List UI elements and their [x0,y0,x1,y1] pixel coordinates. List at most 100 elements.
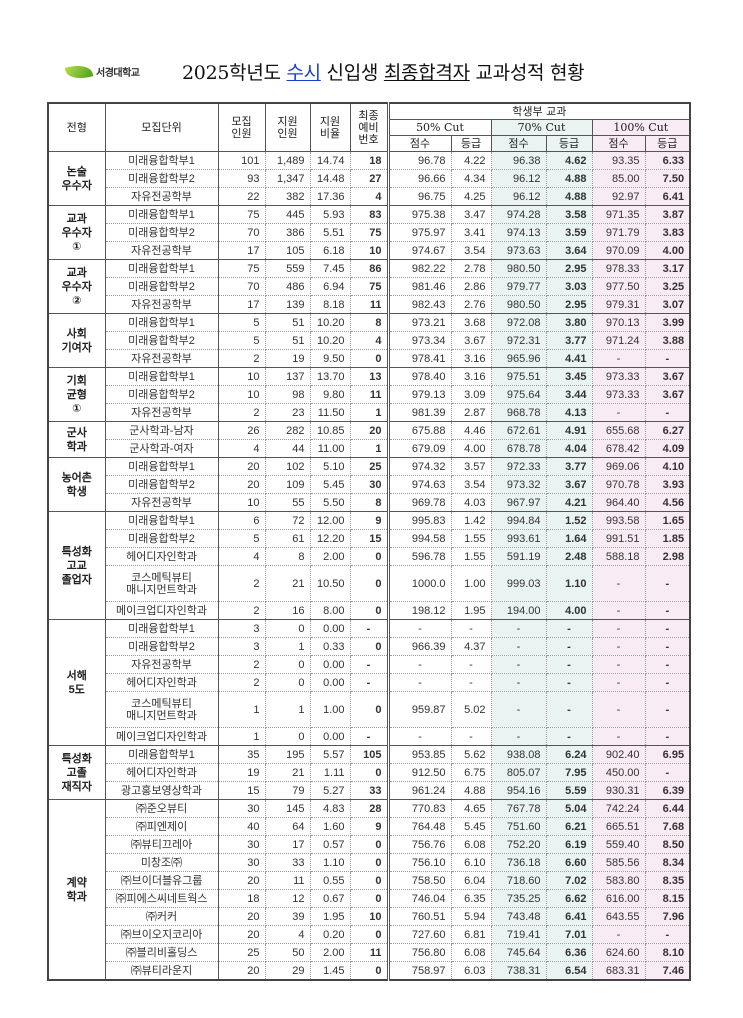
quota-cell: 40 [218,817,266,836]
cut100-score-cell: - [592,727,646,746]
cut100-grade-cell: - [645,403,691,422]
leaf-icon [64,61,94,82]
quota-cell: 20 [218,925,266,944]
quota-cell: 75 [218,259,266,278]
table-row: ㈜피에스씨네트웍스 18 12 0.67 0 746.04 6.35 735.25 6.62 61… [48,889,691,908]
waitlist-cell: 11 [350,943,390,962]
header-cut70: 70% Cut [490,119,593,136]
cut100-grade-cell: 3.25 [645,277,691,296]
cut100-grade-cell: - [645,763,691,782]
cut100-grade-cell: 7.96 [645,907,691,926]
quota-cell: 30 [218,799,266,818]
cut100-score-cell: 683.31 [592,961,646,981]
waitlist-cell: 75 [350,223,390,242]
applicants-cell: 21 [265,565,311,602]
cut100-score-cell: 979.31 [592,295,646,314]
table-row: 코스메틱뷰티 매니지먼트학과 2 21 10.50 0 1000.0 1.00 999.03 1… [48,565,691,602]
cut100-grade-cell: 2.98 [645,547,691,566]
cut100-score-cell: - [592,673,646,692]
cut100-grade-cell: 4.09 [645,439,691,458]
cut70-grade-cell: - [546,637,593,656]
cut70-grade-cell: 4.91 [546,421,593,440]
quota-cell: 1 [218,691,266,728]
quota-cell: 70 [218,277,266,296]
cut70-grade-cell: 6.24 [546,745,593,764]
admission-type: 군사 학과 [48,421,106,458]
admission-type: 서해 5도 [48,619,106,746]
waitlist-cell: - [350,619,390,638]
cut100-score-cell: 450.00 [592,763,646,782]
cut100-grade-cell: 6.44 [645,799,691,818]
unit-cell: 미창조㈜ [105,853,219,872]
cut50-score-cell: 596.78 [388,547,452,566]
ratio-cell: 14.48 [310,169,351,188]
cut50-grade-cell: 6.08 [451,835,492,854]
quota-cell: 18 [218,889,266,908]
cut70-score-cell: 973.63 [491,241,547,260]
unit-cell: 자유전공학부 [105,493,219,512]
cut100-score-cell: - [592,655,646,674]
applicants-cell: 486 [265,277,311,296]
applicants-cell: 282 [265,421,311,440]
unit-cell: 미래융합학부2 [105,529,219,548]
cut70-grade-cell: 1.52 [546,511,593,530]
cut70-grade-cell: 4.00 [546,601,593,620]
header-type: 전형 [47,102,106,152]
cut50-score-cell: 727.60 [388,925,452,944]
table-row: 자유전공학부 2 19 9.50 0 978.41 3.16 965.96 4.41- - [48,349,691,368]
cut50-grade-cell: 6.75 [451,763,492,782]
applicants-cell: 386 [265,223,311,242]
ratio-cell: 4.83 [310,799,351,818]
cut100-score-cell: 93.35 [592,151,646,170]
quota-cell: 5 [218,529,266,548]
cut100-grade-cell: 8.34 [645,853,691,872]
waitlist-cell: 0 [350,835,390,854]
cut100-grade-cell: - [645,619,691,638]
cut100-score-cell: 643.55 [592,907,646,926]
waitlist-cell: 13 [350,367,390,386]
header-cut50: 50% Cut [387,119,492,136]
applicants-cell: 72 [265,511,311,530]
cut50-grade-cell: 6.35 [451,889,492,908]
cut50-score-cell: 746.04 [388,889,452,908]
unit-cell: 미래융합학부2 [105,169,219,188]
applicants-cell: 1 [265,637,311,656]
cut50-score-cell: - [388,673,452,692]
logo-text: 서경대학교 [96,68,140,79]
cut50-score-cell: 973.34 [388,331,452,350]
cut100-score-cell: 585.56 [592,853,646,872]
cut50-grade-cell: 4.46 [451,421,492,440]
cut70-grade-cell: - [546,619,593,638]
header-score: 점수 [490,135,547,152]
cut100-score-cell: 559.40 [592,835,646,854]
cut50-score-cell: 975.38 [388,205,452,224]
table-row: 자유전공학부 22 382 17.36 4 96.75 4.25 96.12 4.88 92.97… [48,187,691,206]
cut70-score-cell: 994.84 [491,511,547,530]
cut50-grade-cell: 6.03 [451,961,492,981]
quota-cell: 2 [218,565,266,602]
unit-cell: 미래융합학부1 [105,367,219,386]
cut50-score-cell: 758.97 [388,961,452,981]
ratio-cell: 9.80 [310,385,351,404]
applicants-cell: 16 [265,601,311,620]
cut50-score-cell: 675.88 [388,421,452,440]
unit-cell: 미래융합학부2 [105,637,219,656]
waitlist-cell: 0 [350,871,390,890]
cut70-score-cell: 743.48 [491,907,547,926]
cut100-score-cell: 930.31 [592,781,646,800]
cut70-grade-cell: 3.80 [546,313,593,332]
cut100-score-cell: 583.80 [592,871,646,890]
cut70-grade-cell: 4.41 [546,349,593,368]
cut70-score-cell: 968.78 [491,403,547,422]
applicants-cell: 0 [265,655,311,674]
cut70-score-cell: 718.60 [491,871,547,890]
cut70-score-cell: 975.64 [491,385,547,404]
cut70-score-cell: 980.50 [491,295,547,314]
ratio-cell: 0.20 [310,925,351,944]
quota-cell: 2 [218,403,266,422]
ratio-cell: 10.20 [310,331,351,350]
cut50-grade-cell: 5.94 [451,907,492,926]
cut100-score-cell: 970.78 [592,475,646,494]
applicants-cell: 51 [265,313,311,332]
cut50-score-cell: 978.40 [388,367,452,386]
